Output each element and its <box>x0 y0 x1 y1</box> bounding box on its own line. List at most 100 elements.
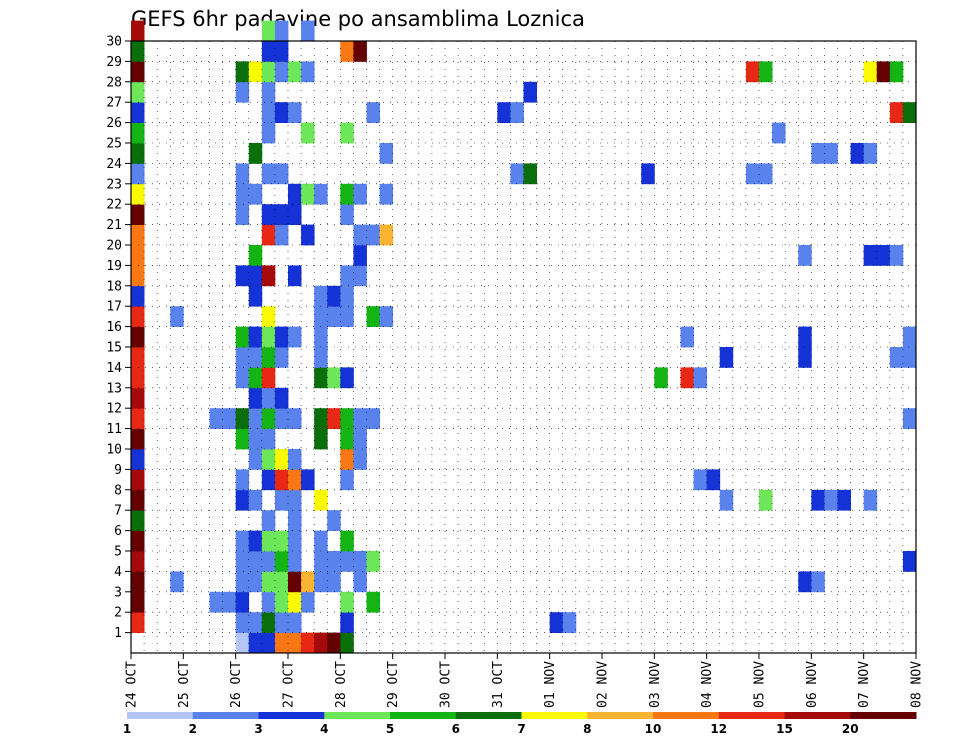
heatmap-cell-m13-t15 <box>327 367 341 389</box>
y-tick-label: 22 <box>106 198 122 213</box>
x-tick-label: 04 NOV <box>700 661 715 708</box>
heatmap-cell-m3-t14 <box>314 571 328 593</box>
heatmap-cell-m15-t59 <box>902 326 917 348</box>
y-tick-label: 14 <box>106 361 122 376</box>
heatmap-cell-m28-t9 <box>248 61 263 83</box>
heatmap-cell-m0-t9 <box>248 632 263 654</box>
x-tick-label: 06 NOV <box>805 661 820 708</box>
legend-label: 3 <box>254 722 262 736</box>
y-tick-label: 23 <box>106 177 122 192</box>
x-tick-label: 03 NOV <box>648 661 663 708</box>
heatmap-cell-m1-t32 <box>549 612 564 633</box>
heatmap-cell-m13-t10 <box>261 367 276 389</box>
heatmap-cell-m19-t56 <box>863 245 878 266</box>
heatmap-cell-m4-t15 <box>327 551 341 572</box>
heatmap-cell-m7-t48 <box>759 489 773 511</box>
legend-swatch <box>784 712 851 719</box>
heatmap-cell-m2-t16 <box>340 591 354 613</box>
legend-label: 15 <box>776 722 793 736</box>
legend-swatch <box>192 712 259 719</box>
heatmap-cell-m7-t11 <box>274 489 289 511</box>
y-tick-label: 20 <box>106 239 122 254</box>
legend-swatch <box>718 712 785 719</box>
x-tick-label: 29 OCT <box>386 661 401 708</box>
heatmap-cell-m21-t10 <box>261 204 276 225</box>
heatmap-cell-m7-t52 <box>811 489 825 511</box>
heatmap-cell-m13-t40 <box>654 367 668 389</box>
heatmap-cell-m22-t17 <box>353 183 367 205</box>
y-tick-label: 26 <box>106 116 122 131</box>
heatmap-cell-m1-t0 <box>131 612 145 633</box>
y-tick-label: 28 <box>106 75 122 90</box>
heatmap-cell-m16-t18 <box>366 306 380 327</box>
heatmap-cell-m5-t10 <box>261 530 276 552</box>
y-tick-label: 19 <box>106 259 122 274</box>
legend-label: 6 <box>452 722 460 736</box>
heatmap-cell-m27-t10 <box>261 81 276 103</box>
heatmap-cell-m7-t9 <box>248 489 263 511</box>
heatmap-cell-m1-t16 <box>340 612 354 633</box>
heatmap-cell-m8-t44 <box>706 469 721 491</box>
heatmap-cell-m8-t12 <box>288 469 302 491</box>
heatmap-cell-m5-t14 <box>314 530 328 552</box>
heatmap-cell-m27-t8 <box>235 81 250 103</box>
heatmap-cell-m24-t53 <box>824 143 838 164</box>
heatmap-cell-m4-t16 <box>340 551 354 572</box>
y-tick-label: 30 <box>106 35 122 50</box>
legend-label: 5 <box>386 722 394 736</box>
heatmap-cell-m13-t16 <box>340 367 354 389</box>
legend-swatch <box>850 712 917 719</box>
heatmap-cell-m16-t10 <box>261 306 276 327</box>
heatmap-cell-m27-t30 <box>523 81 537 103</box>
heatmap-cell-m0-t15 <box>327 632 341 654</box>
legend-swatch <box>587 712 654 719</box>
heatmap-cell-m11-t18 <box>366 408 380 429</box>
heatmap-cell-m29-t0 <box>131 41 145 62</box>
heatmap-cell-m11-t10 <box>261 408 276 429</box>
heatmap-cell-m25-t13 <box>301 122 315 144</box>
heatmap-cell-m26-t28 <box>497 102 511 123</box>
heatmap-cell-m12-t10 <box>261 387 276 409</box>
heatmap-cell-m9-t12 <box>288 449 302 470</box>
heatmap-cell-m1-t8 <box>235 612 250 633</box>
heatmap-cell-m18-t17 <box>353 265 367 287</box>
x-axis-ticks: 24 OCT 25 OCT 26 OCT 27 OCT 28 OCT 29 OCT 30 O… <box>125 653 925 708</box>
heatmap-cell-m2-t6 <box>209 591 223 613</box>
heatmap-cell-m15-t11 <box>274 326 289 348</box>
heatmap-cell-m29-t16 <box>340 41 354 62</box>
heatmap-cell-m0-t10 <box>261 632 276 654</box>
heatmap-cell-m5-t9 <box>248 530 263 552</box>
heatmap-cell-m28-t0 <box>131 61 145 83</box>
heatmap-cell-m4-t11 <box>274 551 289 572</box>
y-tick-label: 17 <box>106 300 122 315</box>
heatmap-cell-m14-t11 <box>274 347 289 368</box>
x-tick-label: 24 OCT <box>125 661 140 708</box>
heatmap-cell-m3-t11 <box>274 571 289 593</box>
legend-swatch <box>390 712 457 719</box>
heatmap-cell-m7-t0 <box>131 489 145 511</box>
legend-label: 1 <box>123 722 131 736</box>
legend-swatch <box>324 712 391 719</box>
heatmap-cell-m14-t10 <box>261 347 276 368</box>
heatmap-cell-m6-t0 <box>131 510 145 531</box>
heatmap-cell-m24-t0 <box>131 143 145 164</box>
legend-label: 10 <box>645 722 662 736</box>
legend-swatch <box>258 712 325 719</box>
heatmap-cell-m9-t9 <box>248 449 263 470</box>
heatmap-cell-m5-t8 <box>235 530 250 552</box>
heatmap-cell-m17-t0 <box>131 285 145 307</box>
heatmap-cell-m4-t17 <box>353 551 367 572</box>
heatmap-cell-m20-t10 <box>261 224 276 246</box>
heatmap-cell-m8-t13 <box>301 469 315 491</box>
y-tick-label: 6 <box>114 524 122 539</box>
heatmap-cell-m13-t42 <box>680 367 694 389</box>
y-tick-label: 3 <box>114 585 122 600</box>
heatmap-cell-m1-t12 <box>288 612 302 633</box>
heatmap-cell-m3-t51 <box>798 571 812 593</box>
x-tick-label: 26 OCT <box>229 661 244 708</box>
heatmap-cell-m28-t58 <box>889 61 904 83</box>
heatmap-cell-m21-t8 <box>235 204 250 225</box>
heatmap-cell-m16-t14 <box>314 306 328 327</box>
heatmap-cell-m7-t8 <box>235 489 250 511</box>
